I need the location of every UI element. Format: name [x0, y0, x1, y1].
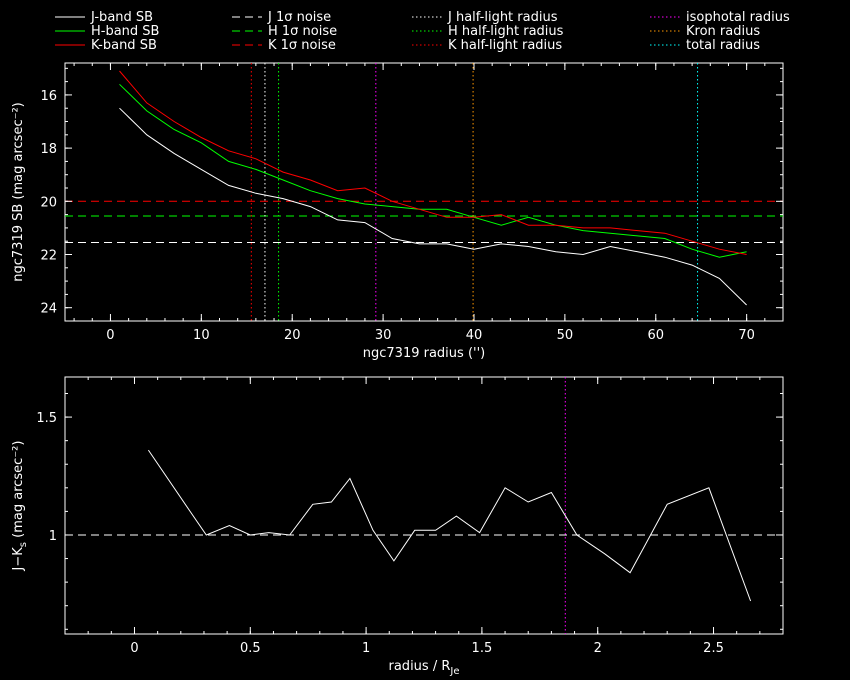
x-tick-label: 1: [362, 641, 370, 656]
series-line-j-ks: [147, 449, 752, 602]
legend-label-k-band-sb: K-band SB: [91, 38, 157, 53]
x-tick-label: 50: [557, 328, 574, 343]
legend-label-total-radius: total radius: [686, 38, 760, 53]
x-tick-label: 1.5: [472, 641, 493, 656]
series-line-k-band-sb: [119, 70, 747, 255]
y-tick-label: 16: [40, 89, 57, 104]
x-tick-label: 0: [106, 328, 114, 343]
legend-label-isophotal-radius: isophotal radius: [686, 10, 790, 25]
plot-frame: [64, 376, 784, 635]
legend-label-kron-radius: Kron radius: [686, 24, 760, 39]
y-axis-label: J−Ks (mag arcsec⁻²): [11, 441, 29, 572]
x-tick-label: 10: [193, 328, 210, 343]
x-tick-label: 20: [284, 328, 301, 343]
x-tick-label: 0.5: [240, 641, 261, 656]
x-tick-label: 30: [375, 328, 392, 343]
plot-frame: [64, 62, 784, 322]
legend-label-k-1-noise: K 1σ noise: [268, 38, 336, 53]
legend-label-j-1-noise: J 1σ noise: [267, 10, 331, 25]
x-tick-label: 40: [466, 328, 483, 343]
legend-label-h-half-light-radius: H half-light radius: [448, 24, 564, 39]
y-axis-label: ngc7319 SB (mag arcsec⁻²): [11, 102, 26, 281]
sb-profile-plot: 0 10 20 30 40 50 60 70 16 18 20 22 24 ngc7319 radius …: [11, 62, 784, 361]
x-axis-label: ngc7319 radius (''): [363, 346, 485, 361]
x-axis-label: radius / RJe: [389, 659, 460, 677]
x-tick-label: 0: [130, 641, 138, 656]
legend-label-j-half-light-radius: J half-light radius: [447, 10, 558, 25]
legend-label-h-band-sb: H-band SB: [91, 24, 159, 39]
y-tick-label: 24: [40, 302, 57, 317]
y-tick-label: 1: [49, 529, 57, 544]
x-tick-label: 2.5: [703, 641, 724, 656]
y-tick-label: 20: [40, 195, 57, 210]
y-tick-label: 1.5: [36, 411, 57, 426]
series-line-h-band-sb: [119, 83, 747, 258]
legend-label-j-band-sb: J-band SB: [90, 10, 153, 25]
legend-label-h-1-noise: H 1σ noise: [268, 24, 337, 39]
x-tick-label: 70: [738, 328, 755, 343]
legend-label-k-half-light-radius: K half-light radius: [448, 38, 562, 53]
x-tick-label: 2: [594, 641, 602, 656]
y-tick-label: 18: [40, 142, 57, 157]
x-tick-label: 60: [647, 328, 664, 343]
y-tick-label: 22: [40, 249, 57, 264]
color-profile-plot: 0 0.5 1 1.5 2 2.5 1 1.5 radius / RJe J−Ks (mag ar…: [11, 376, 784, 677]
series-line-j-band-sb: [119, 107, 747, 306]
